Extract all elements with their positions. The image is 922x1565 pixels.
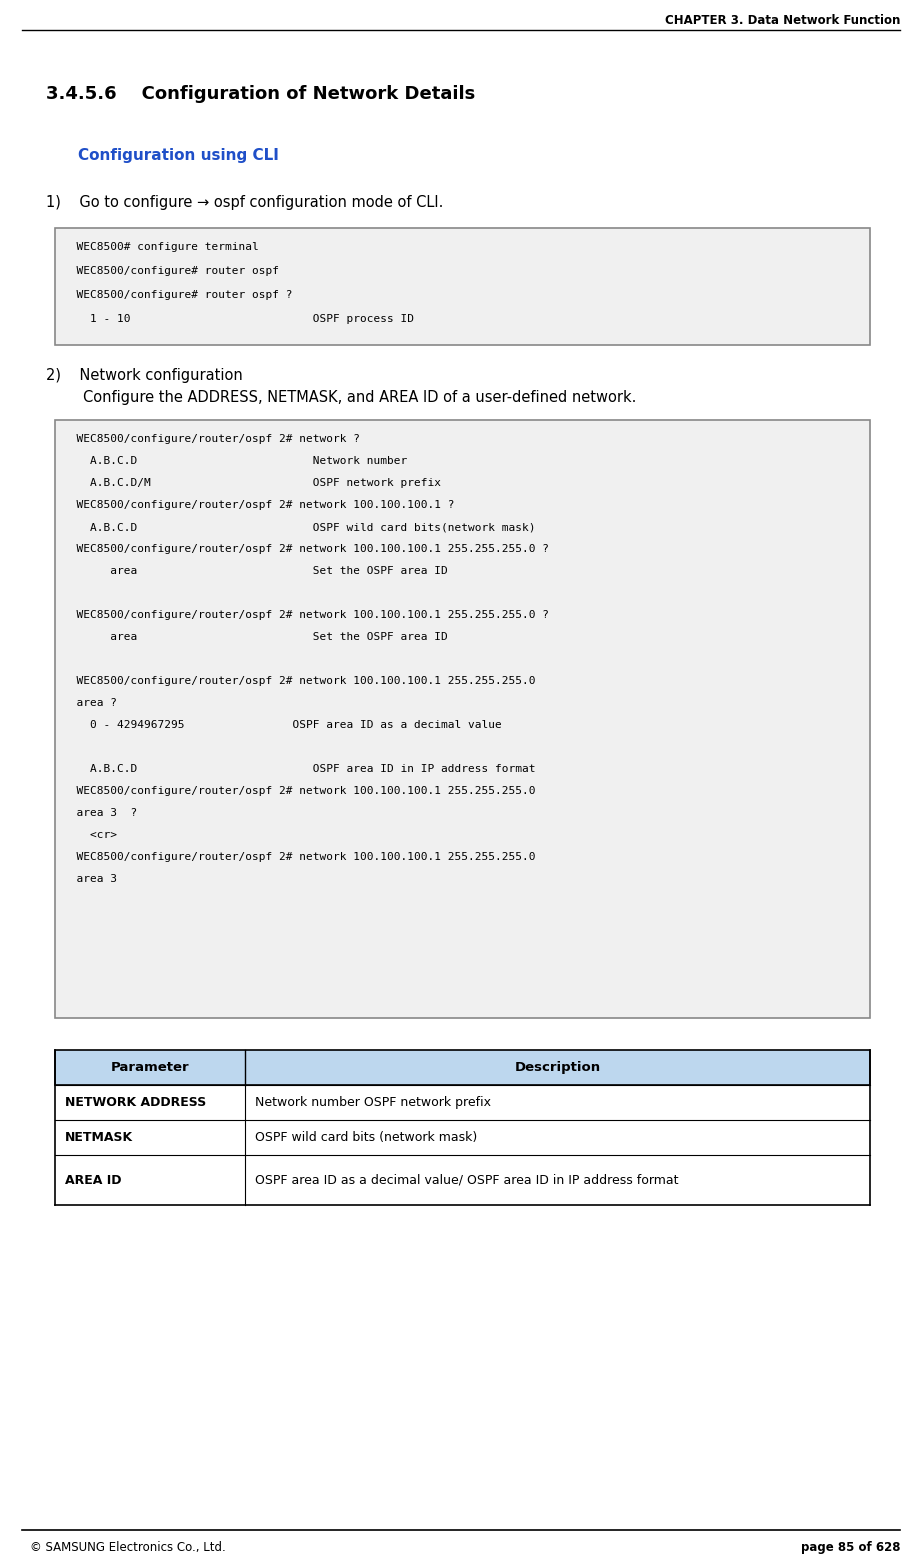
Text: A.B.C.D/M                        OSPF network prefix: A.B.C.D/M OSPF network prefix bbox=[63, 477, 441, 488]
Text: area                          Set the OSPF area ID: area Set the OSPF area ID bbox=[63, 632, 448, 642]
Text: Parameter: Parameter bbox=[111, 1061, 189, 1074]
Text: NETWORK ADDRESS: NETWORK ADDRESS bbox=[65, 1096, 207, 1110]
Text: WEC8500/configure/router/ospf 2# network 100.100.100.1 255.255.255.0: WEC8500/configure/router/ospf 2# network… bbox=[63, 676, 536, 685]
Text: © SAMSUNG Electronics Co., Ltd.: © SAMSUNG Electronics Co., Ltd. bbox=[30, 1540, 226, 1554]
Text: 2)    Network configuration: 2) Network configuration bbox=[46, 368, 242, 383]
Text: Network number OSPF network prefix: Network number OSPF network prefix bbox=[255, 1096, 491, 1110]
Text: A.B.C.D                          OSPF area ID in IP address format: A.B.C.D OSPF area ID in IP address forma… bbox=[63, 764, 536, 775]
Text: 1 - 10                           OSPF process ID: 1 - 10 OSPF process ID bbox=[63, 315, 414, 324]
Text: OSPF wild card bits (network mask): OSPF wild card bits (network mask) bbox=[255, 1131, 478, 1144]
Text: WEC8500/configure/router/ospf 2# network 100.100.100.1 255.255.255.0: WEC8500/configure/router/ospf 2# network… bbox=[63, 851, 536, 862]
Bar bbox=[55, 228, 870, 344]
Bar bbox=[55, 419, 870, 1017]
Text: AREA ID: AREA ID bbox=[65, 1174, 122, 1186]
Text: WEC8500/configure/router/ospf 2# network ?: WEC8500/configure/router/ospf 2# network… bbox=[63, 434, 360, 444]
Text: Description: Description bbox=[514, 1061, 600, 1074]
Text: Configuration using CLI: Configuration using CLI bbox=[78, 149, 278, 163]
Bar bbox=[55, 1121, 870, 1155]
Text: area 3  ?: area 3 ? bbox=[63, 808, 137, 818]
Text: WEC8500/configure# router ospf: WEC8500/configure# router ospf bbox=[63, 266, 279, 275]
Text: WEC8500/configure/router/ospf 2# network 100.100.100.1 255.255.255.0 ?: WEC8500/configure/router/ospf 2# network… bbox=[63, 545, 549, 554]
Text: 1)    Go to configure → ospf configuration mode of CLI.: 1) Go to configure → ospf configuration … bbox=[46, 196, 443, 210]
Text: page 85 of 628: page 85 of 628 bbox=[800, 1540, 900, 1554]
Text: WEC8500/configure# router ospf ?: WEC8500/configure# router ospf ? bbox=[63, 290, 292, 300]
Text: WEC8500/configure/router/ospf 2# network 100.100.100.1 255.255.255.0: WEC8500/configure/router/ospf 2# network… bbox=[63, 786, 536, 797]
Text: A.B.C.D                          Network number: A.B.C.D Network number bbox=[63, 455, 408, 466]
Text: area 3: area 3 bbox=[63, 873, 117, 884]
Text: WEC8500# configure terminal: WEC8500# configure terminal bbox=[63, 243, 259, 252]
Text: area ?: area ? bbox=[63, 698, 117, 707]
Text: A.B.C.D                          OSPF wild card bits(network mask): A.B.C.D OSPF wild card bits(network mask… bbox=[63, 523, 536, 532]
Text: NETMASK: NETMASK bbox=[65, 1131, 133, 1144]
Bar bbox=[55, 1085, 870, 1121]
Text: CHAPTER 3. Data Network Function: CHAPTER 3. Data Network Function bbox=[665, 14, 900, 27]
Text: OSPF area ID as a decimal value/ OSPF area ID in IP address format: OSPF area ID as a decimal value/ OSPF ar… bbox=[255, 1174, 679, 1186]
Text: Configure the ADDRESS, NETMASK, and AREA ID of a user-defined network.: Configure the ADDRESS, NETMASK, and AREA… bbox=[46, 390, 636, 405]
Text: area                          Set the OSPF area ID: area Set the OSPF area ID bbox=[63, 567, 448, 576]
Text: WEC8500/configure/router/ospf 2# network 100.100.100.1 ?: WEC8500/configure/router/ospf 2# network… bbox=[63, 499, 455, 510]
Text: <cr>: <cr> bbox=[63, 829, 117, 840]
Text: WEC8500/configure/router/ospf 2# network 100.100.100.1 255.255.255.0 ?: WEC8500/configure/router/ospf 2# network… bbox=[63, 610, 549, 620]
Bar bbox=[55, 1155, 870, 1205]
Bar bbox=[55, 1050, 870, 1085]
Text: 3.4.5.6    Configuration of Network Details: 3.4.5.6 Configuration of Network Details bbox=[46, 85, 475, 103]
Text: 0 - 4294967295                OSPF area ID as a decimal value: 0 - 4294967295 OSPF area ID as a decimal… bbox=[63, 720, 502, 729]
